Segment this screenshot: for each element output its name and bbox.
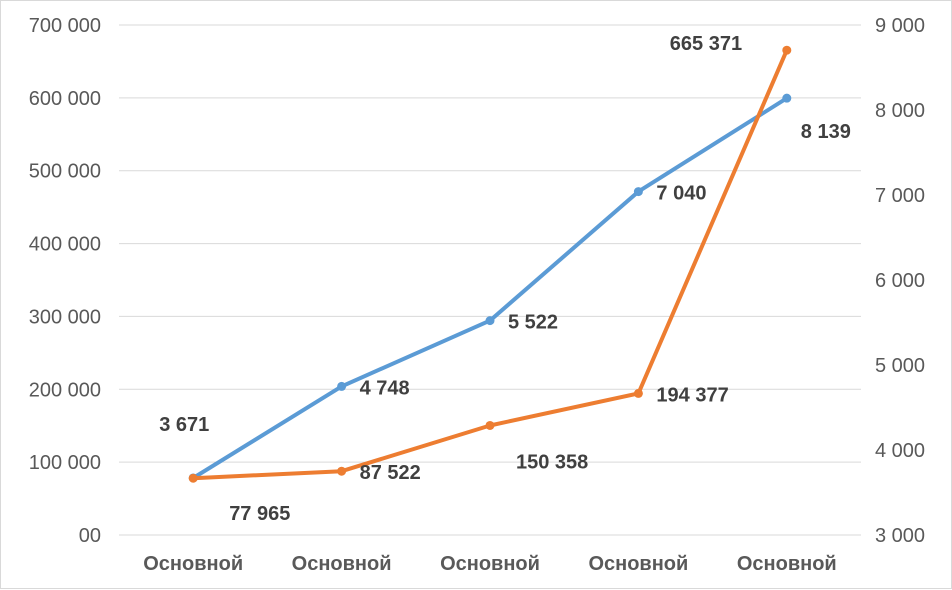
left-tick-label: 400 000	[29, 234, 101, 256]
data-label: 150 358	[516, 451, 588, 473]
gridlines	[119, 24, 861, 536]
data-labels: 3 671 4 748 5 522 7 040 8 139 77 965 87 522 150…	[159, 33, 851, 525]
x-tick-label: Основной	[588, 553, 688, 575]
data-point	[782, 45, 792, 55]
series-layer	[188, 45, 792, 483]
x-tick-label: Основной	[143, 553, 243, 575]
x-tick-label: Основной	[292, 553, 392, 575]
left-tick-label: 700 000	[29, 15, 101, 37]
data-point	[337, 466, 347, 476]
data-label: 5 522	[508, 312, 558, 334]
left-tick-label: 600 000	[29, 88, 101, 110]
x-tick-label: Основной	[737, 553, 837, 575]
right-tick-label: 6 000	[875, 270, 925, 292]
left-axis-ticks: 00 100 000 200 000 300 000 400 000 500 000 600…	[29, 15, 101, 547]
data-point	[485, 316, 495, 326]
left-tick-label: 00	[79, 525, 101, 547]
data-label: 194 377	[656, 384, 728, 406]
right-tick-label: 3 000	[875, 525, 925, 547]
data-point	[485, 420, 495, 430]
right-tick-label: 8 000	[875, 100, 925, 122]
right-tick-label: 5 000	[875, 355, 925, 377]
left-tick-label: 100 000	[29, 452, 101, 474]
x-axis-ticks: Основной Основной Основной Основной Основной	[143, 553, 836, 575]
data-label: 665 371	[670, 33, 742, 55]
series-line-left	[191, 48, 789, 481]
data-point	[188, 473, 198, 483]
data-label: 77 965	[229, 503, 290, 525]
left-tick-label: 500 000	[29, 161, 101, 183]
right-tick-label: 4 000	[875, 440, 925, 462]
data-point	[633, 388, 643, 398]
x-tick-label: Основной	[440, 553, 540, 575]
data-point	[337, 381, 347, 391]
left-tick-label: 300 000	[29, 306, 101, 328]
right-tick-label: 9 000	[875, 15, 925, 37]
data-label: 87 522	[360, 462, 421, 484]
data-label: 4 748	[360, 377, 410, 399]
right-axis-ticks: 3 000 4 000 5 000 6 000 7 000 8 000 9 000	[875, 15, 925, 547]
left-tick-label: 200 000	[29, 379, 101, 401]
data-point	[633, 187, 643, 197]
data-label: 7 040	[656, 183, 706, 205]
data-label: 3 671	[159, 414, 209, 436]
right-tick-label: 7 000	[875, 185, 925, 207]
data-label: 8 139	[801, 121, 851, 143]
data-point	[782, 93, 792, 103]
